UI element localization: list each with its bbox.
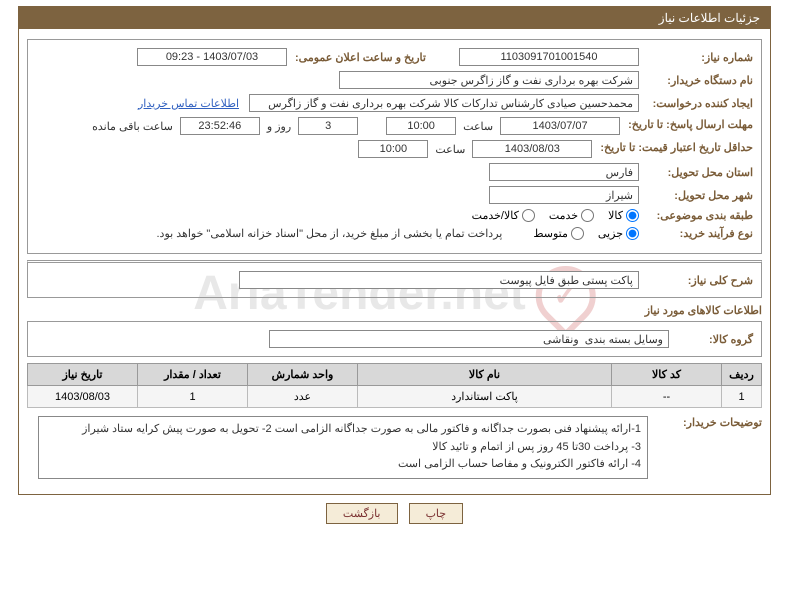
goods-table: ردیف کد کالا نام کالا واحد شمارش تعداد /… [27, 363, 762, 408]
days-remain-field[interactable] [298, 117, 358, 135]
summary-box: شرح کلی نیاز: [27, 260, 762, 298]
print-button[interactable]: چاپ [409, 503, 464, 524]
time-remain-field[interactable] [180, 117, 260, 135]
th-unit: واحد شمارش [248, 364, 358, 386]
purchase-note: پرداخت تمام یا بخشی از مبلغ خرید، از محل… [154, 227, 506, 240]
validity-label: حداقل تاریخ اعتبار قیمت: تا تاریخ: [596, 142, 753, 155]
td-qty: 1 [138, 386, 248, 408]
radio-both[interactable]: کالا/خدمت [472, 209, 535, 222]
th-qty: تعداد / مقدار [138, 364, 248, 386]
buyer-notes-field[interactable]: 1-ارائه پیشنهاد فنی بصورت جداگانه و فاکت… [38, 416, 648, 479]
panel-title: جزئیات اطلاعات نیاز [19, 7, 770, 29]
validity-time-field[interactable] [358, 140, 428, 158]
announce-label: تاریخ و ساعت اعلان عمومی: [291, 51, 431, 64]
goods-info-title: اطلاعات کالاهای مورد نیاز [27, 304, 762, 317]
contact-link[interactable]: اطلاعات تماس خریدار [138, 97, 239, 110]
button-bar: چاپ بازگشت [0, 503, 789, 524]
time-word-1: ساعت [460, 120, 496, 133]
goods-group-label: گروه کالا: [673, 333, 753, 346]
td-unit: عدد [248, 386, 358, 408]
radio-goods[interactable]: کالا [608, 209, 639, 222]
time-word-2: ساعت [432, 143, 468, 156]
category-radios: کالا خدمت کالا/خدمت [472, 209, 639, 222]
buyer-notes-label: توضیحات خریدار: [652, 416, 762, 429]
province-field[interactable] [489, 163, 639, 181]
need-no-field[interactable] [459, 48, 639, 66]
buyer-org-field[interactable] [339, 71, 639, 89]
province-label: استان محل تحویل: [643, 166, 753, 179]
th-name: نام کالا [358, 364, 612, 386]
goods-box: گروه کالا: [27, 321, 762, 357]
deadline-label: مهلت ارسال پاسخ: تا تاریخ: [624, 119, 753, 132]
days-word: روز و [264, 120, 294, 133]
deadline-time-field[interactable] [386, 117, 456, 135]
info-box: شماره نیاز: تاریخ و ساعت اعلان عمومی: نا… [27, 39, 762, 254]
goods-group-field[interactable] [269, 330, 669, 348]
table-row: 1 -- پاکت استاندارد عدد 1 1403/08/03 [28, 386, 762, 408]
radio-partial[interactable]: جزیی [598, 227, 639, 240]
buyer-org-label: نام دستگاه خریدار: [643, 74, 753, 87]
td-date: 1403/08/03 [28, 386, 138, 408]
remain-word: ساعت باقی مانده [89, 120, 176, 133]
main-panel: جزئیات اطلاعات نیاز شماره نیاز: تاریخ و … [18, 6, 771, 495]
back-button[interactable]: بازگشت [326, 503, 398, 524]
radio-service[interactable]: خدمت [549, 209, 594, 222]
category-label: طبقه بندی موضوعی: [643, 209, 753, 222]
deadline-date-field[interactable] [500, 117, 620, 135]
summary-field[interactable] [239, 271, 639, 289]
radio-medium[interactable]: متوسط [533, 227, 584, 240]
td-row: 1 [722, 386, 762, 408]
city-field[interactable] [489, 186, 639, 204]
th-row: ردیف [722, 364, 762, 386]
requester-label: ایجاد کننده درخواست: [643, 97, 753, 110]
th-date: تاریخ نیاز [28, 364, 138, 386]
td-name: پاکت استاندارد [358, 386, 612, 408]
summary-label: شرح کلی نیاز: [643, 274, 753, 287]
city-label: شهر محل تحویل: [643, 189, 753, 202]
td-code: -- [612, 386, 722, 408]
purchase-proc-radios: جزیی متوسط [533, 227, 639, 240]
requester-field[interactable] [249, 94, 639, 112]
need-no-label: شماره نیاز: [643, 51, 753, 64]
validity-date-field[interactable] [472, 140, 592, 158]
announce-field[interactable] [137, 48, 287, 66]
purchase-proc-label: نوع فرآیند خرید: [643, 227, 753, 240]
th-code: کد کالا [612, 364, 722, 386]
